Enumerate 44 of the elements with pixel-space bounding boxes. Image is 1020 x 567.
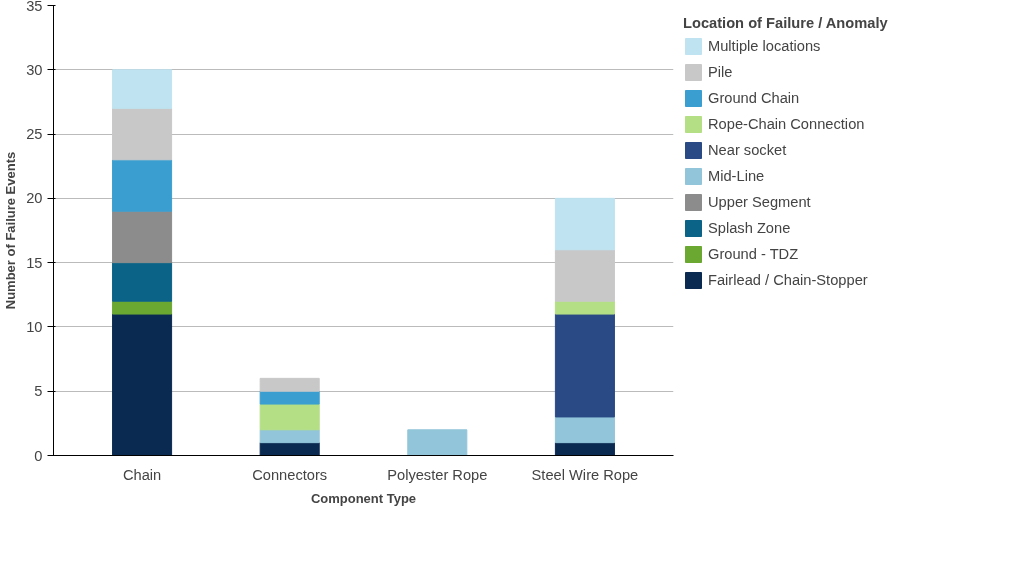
bar — [259, 390, 320, 405]
x-tick-label: Polyester Rope — [387, 466, 488, 483]
legend-label: Rope-Chain Connection — [708, 116, 865, 132]
bar — [112, 300, 173, 315]
bar — [554, 313, 615, 418]
x-tick-label: Connectors — [252, 466, 328, 483]
bar — [259, 403, 320, 431]
legend-label: Pile — [708, 64, 733, 80]
bar — [554, 197, 615, 251]
bar — [112, 313, 173, 456]
legend-label: Fairlead / Chain-Stopper — [708, 272, 868, 288]
bar — [554, 416, 615, 444]
legend-label: Multiple locations — [708, 38, 821, 54]
legend-label: Splash Zone — [708, 220, 791, 236]
y-axis-title: Number of Failure Events — [3, 151, 19, 310]
y-tick-label: 25 — [26, 126, 43, 143]
bar — [112, 107, 173, 161]
bar — [112, 159, 173, 212]
legend-label: Mid-Line — [708, 168, 765, 184]
bar — [112, 262, 173, 302]
y-tick-label: 20 — [26, 190, 43, 207]
x-tick-label: Steel Wire Rope — [531, 466, 639, 483]
x-tick-label: Chain — [122, 466, 162, 483]
bar — [407, 429, 468, 456]
legend-label: Near socket — [708, 142, 787, 158]
bar — [554, 442, 615, 456]
legend-label: Upper Segment — [708, 194, 811, 210]
y-tick-label: 35 — [26, 0, 43, 14]
bar — [554, 249, 615, 302]
bar — [112, 69, 173, 109]
legend-title: Location of Failure / Anomaly — [683, 15, 888, 31]
y-tick-label: 15 — [26, 254, 43, 271]
bar — [259, 442, 320, 456]
x-axis-title: Component Type — [310, 490, 417, 506]
legend-label: Ground - TDZ — [708, 246, 799, 262]
bar — [259, 429, 320, 444]
bar — [259, 377, 320, 392]
bar — [112, 210, 173, 264]
y-tick-label: 0 — [34, 447, 43, 464]
y-tick-label: 5 — [34, 383, 43, 400]
y-tick-label: 10 — [26, 318, 43, 335]
legend-label: Ground Chain — [708, 90, 800, 106]
y-tick-label: 30 — [26, 61, 43, 78]
bar — [554, 300, 615, 315]
